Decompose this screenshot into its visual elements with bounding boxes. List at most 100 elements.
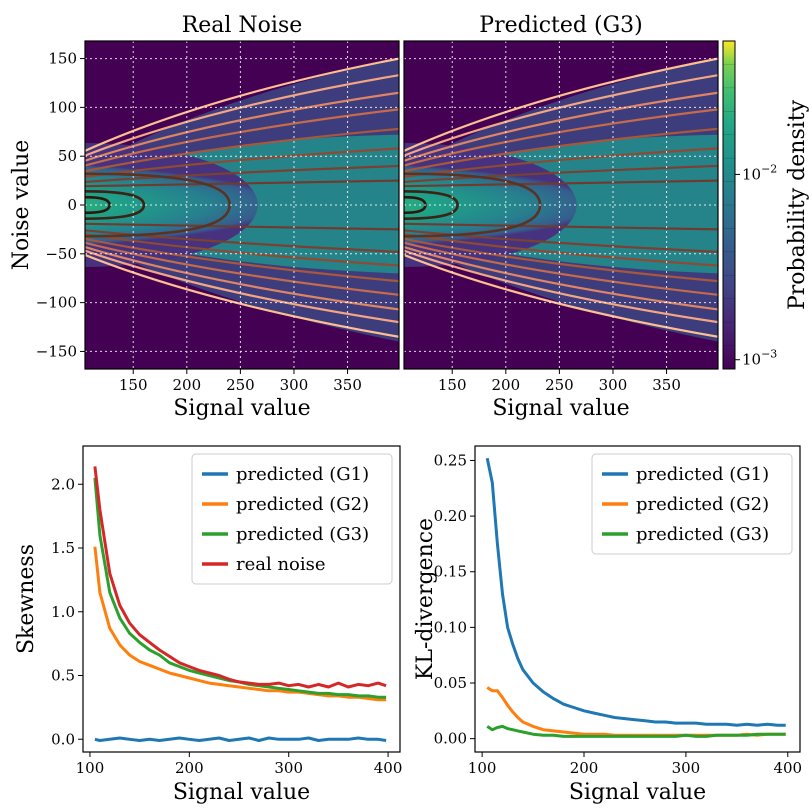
x-tick-label: 100: [76, 759, 105, 777]
contour-inner: [404, 190, 459, 220]
x-tick-label: 200: [491, 376, 520, 394]
contour-line: [85, 127, 399, 173]
y-tick-label: 0.10: [434, 618, 467, 636]
line-plot-area: [93, 466, 387, 742]
contour-line: [85, 74, 399, 157]
legend-label: predicted (G1): [236, 464, 369, 485]
contour-line: [85, 249, 399, 324]
legend-label: predicted (G1): [636, 464, 769, 485]
series-line: [93, 466, 387, 689]
y-tick-label: −50: [45, 245, 77, 263]
contour-line: [404, 91, 718, 162]
legend-label: real noise: [236, 554, 326, 575]
contour-line: [404, 222, 718, 231]
heatmap-area: [85, 41, 399, 369]
y-tick-label: −150: [36, 342, 77, 360]
colorbar-ticks: 10−2 10−3: [735, 162, 777, 369]
tick-group: 100 200 300 400 0.00 0.05 0.10 0.15 0.20 0.25: [434, 451, 803, 777]
contour-line: [404, 233, 718, 267]
legend-box: [191, 453, 393, 585]
y-tick-label: 2.0: [51, 475, 75, 493]
y-tick-label: 0.5: [51, 667, 75, 685]
legend-label: predicted (G2): [636, 494, 769, 515]
x-tick-label: 300: [274, 759, 303, 777]
y-tick-label: −100: [36, 294, 77, 312]
y-tick-label: 0.15: [434, 563, 467, 581]
plot-frame: [474, 445, 801, 753]
contour-line: [85, 222, 399, 231]
contour-line: [85, 253, 399, 338]
contour-inner: [85, 172, 231, 238]
x-tick-label: 150: [119, 376, 148, 394]
contour-line: [404, 127, 718, 173]
contour-line: [85, 91, 399, 162]
contour-line: [404, 147, 718, 178]
y-tick-label: 1.5: [51, 539, 75, 557]
legend-label: predicted (G3): [636, 524, 769, 545]
contour-line: [404, 241, 718, 296]
contour-line: [85, 108, 399, 167]
panel-kl-divergence: 100 200 300 400 0.00 0.05 0.10 0.15 0.20 0.25 pre…: [413, 445, 803, 805]
x-tick-label: 350: [333, 376, 362, 394]
colorbar-label: Probability density: [785, 99, 810, 310]
panel-predicted-g3: 150 200 250 300 350 Predicted (G3) Signal va…: [403, 13, 719, 421]
x-axis-label: Signal value: [173, 396, 310, 421]
y-tick-label: 50: [58, 147, 77, 165]
x-tick-label: 300: [599, 376, 628, 394]
x-tick-label: 300: [672, 759, 701, 777]
contour-line: [404, 164, 718, 184]
y-tick-label: 1.0: [51, 603, 75, 621]
contour-line: [404, 253, 718, 338]
plot-frame: [82, 445, 401, 753]
contour-line: [85, 229, 399, 253]
y-tick-label: 150: [48, 50, 77, 68]
colorbar-gradient: [722, 40, 736, 370]
series-line: [486, 724, 786, 738]
contour-line: [404, 229, 718, 253]
x-tick-label: 200: [175, 759, 204, 777]
contour-line: [404, 57, 718, 152]
contour-line: [404, 74, 718, 157]
contour-line: [85, 57, 399, 152]
y-tick-label: 0.20: [434, 507, 467, 525]
y-tick-label: 0.0: [51, 730, 75, 748]
colorbar-bands: [723, 64, 735, 346]
contour-line: [85, 147, 399, 178]
contour-line: [404, 108, 718, 167]
y-tick-label: 0.25: [434, 451, 467, 469]
contour-line: [85, 233, 399, 267]
contour-inner: [85, 195, 111, 215]
x-tick-label: 400: [773, 759, 802, 777]
x-axis-label: Signal value: [173, 780, 310, 805]
tick-group: 150 200 250 300 350: [438, 369, 681, 394]
y-axis-label: KL-divergence: [413, 518, 438, 680]
line-plot-area: [485, 457, 786, 738]
panel-title: Predicted (G3): [479, 13, 642, 38]
contour-line: [404, 237, 718, 283]
contour-line: [85, 241, 399, 296]
contour-inner: [85, 190, 146, 220]
x-axis-label: Signal value: [569, 780, 706, 805]
colorbar-tick-label: 10−2: [742, 162, 777, 183]
x-tick-label: 400: [374, 759, 403, 777]
contour-line: [404, 179, 718, 188]
heatmap-area: [404, 41, 718, 369]
x-tick-label: 350: [652, 376, 681, 394]
x-axis-label: Signal value: [492, 396, 629, 421]
x-tick-label: 200: [570, 759, 599, 777]
x-tick-label: 250: [545, 376, 574, 394]
x-tick-label: 200: [172, 376, 201, 394]
y-axis-label: Skewness: [14, 544, 39, 654]
series-line: [486, 686, 786, 737]
series-line: [485, 457, 786, 727]
y-tick-label: 100: [48, 98, 77, 116]
y-axis-label: Noise value: [9, 140, 34, 271]
legend: predicted (G1) predicted (G2) predicted (G…: [591, 453, 793, 555]
tick-group: 100 200 300 400 0.0 0.5 1.0 1.5 2.0: [51, 475, 402, 777]
y-tick-label: 0.05: [434, 674, 467, 692]
y-tick-label: 0.00: [434, 730, 467, 748]
plot-frame: [403, 40, 719, 370]
series-line: [94, 736, 387, 742]
tick-group: 150 200 250 300 350 −150 −100 −50 0 50 100 150: [36, 50, 362, 394]
